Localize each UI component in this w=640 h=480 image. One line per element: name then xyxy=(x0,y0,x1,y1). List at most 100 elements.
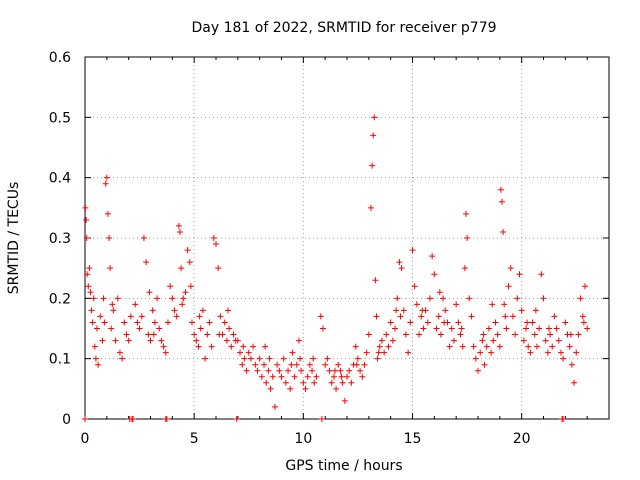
data-point xyxy=(291,373,298,380)
data-point xyxy=(409,247,416,254)
data-point xyxy=(335,361,342,368)
data-point xyxy=(437,331,444,338)
data-point xyxy=(562,319,569,326)
data-point xyxy=(84,271,91,278)
data-point xyxy=(158,337,165,344)
data-point xyxy=(372,277,379,284)
data-point xyxy=(553,325,560,332)
data-point xyxy=(357,367,364,374)
data-point xyxy=(247,355,254,362)
data-point xyxy=(83,235,90,241)
data-point xyxy=(217,313,224,320)
data-point xyxy=(233,416,240,422)
data-point xyxy=(230,331,237,338)
data-point xyxy=(496,343,503,350)
data-point xyxy=(175,222,182,229)
data-point xyxy=(104,210,111,217)
data-point xyxy=(287,385,294,392)
data-point xyxy=(213,241,219,248)
data-point xyxy=(297,355,304,362)
data-point xyxy=(119,355,126,362)
data-point xyxy=(180,295,187,302)
data-point xyxy=(542,337,549,344)
data-point xyxy=(527,349,534,356)
data-point xyxy=(512,331,519,338)
data-point xyxy=(505,283,512,290)
data-point xyxy=(134,319,141,326)
grid-lines xyxy=(85,57,609,419)
data-point xyxy=(584,325,591,332)
x-tick-label: 15 xyxy=(404,431,422,447)
data-point xyxy=(536,325,543,332)
data-point xyxy=(169,295,176,302)
data-point xyxy=(313,373,320,380)
data-point xyxy=(240,343,247,350)
data-point xyxy=(112,337,119,344)
data-point xyxy=(197,325,204,332)
x-tick-label: 10 xyxy=(294,431,312,447)
data-point xyxy=(156,325,163,332)
data-point xyxy=(571,379,578,386)
data-point xyxy=(337,367,344,374)
data-point xyxy=(282,379,289,386)
data-point xyxy=(371,114,378,121)
data-point xyxy=(466,295,473,302)
data-point xyxy=(389,337,396,344)
data-point xyxy=(397,313,404,320)
data-point xyxy=(566,343,573,350)
data-point xyxy=(100,295,107,302)
data-point xyxy=(492,319,499,326)
data-point xyxy=(276,367,283,374)
data-point xyxy=(160,343,167,350)
x-tick-labels: 0 5 10 15 20 xyxy=(81,431,531,447)
data-point xyxy=(483,343,490,350)
data-point xyxy=(125,337,132,344)
data-point xyxy=(102,180,109,187)
data-point xyxy=(396,259,403,266)
data-point xyxy=(525,343,532,350)
data-point xyxy=(182,289,189,296)
data-point xyxy=(338,373,345,380)
data-point xyxy=(499,198,506,205)
data-point xyxy=(339,379,346,386)
data-point xyxy=(101,319,108,326)
data-point xyxy=(216,331,223,338)
data-point xyxy=(324,355,331,362)
data-point xyxy=(501,301,508,308)
data-points xyxy=(82,114,591,422)
data-point xyxy=(549,343,556,350)
data-point xyxy=(420,325,427,332)
data-point xyxy=(529,319,536,326)
x-tick-label: 20 xyxy=(513,431,531,447)
data-point xyxy=(274,361,281,368)
data-point xyxy=(196,313,203,320)
data-point xyxy=(298,367,305,374)
data-point xyxy=(480,331,487,338)
data-point xyxy=(524,319,531,326)
data-point xyxy=(210,235,217,241)
data-point xyxy=(267,385,274,392)
data-point xyxy=(176,228,183,235)
y-tick-label: 0.1 xyxy=(49,352,71,368)
data-point xyxy=(306,361,313,368)
data-point xyxy=(87,289,94,296)
data-point xyxy=(440,295,447,302)
data-point xyxy=(567,331,574,338)
data-point xyxy=(354,355,361,362)
data-point xyxy=(545,325,552,332)
data-point xyxy=(346,367,353,374)
data-point xyxy=(402,331,409,338)
data-point xyxy=(376,343,383,350)
data-point xyxy=(199,307,206,314)
data-point xyxy=(123,331,130,338)
data-point xyxy=(481,361,488,368)
data-point xyxy=(383,331,390,338)
data-point xyxy=(91,343,98,350)
data-point xyxy=(393,307,400,314)
data-point xyxy=(90,295,97,302)
data-point xyxy=(359,373,366,380)
data-point xyxy=(374,355,381,362)
data-point xyxy=(225,307,232,314)
data-point xyxy=(557,349,564,356)
